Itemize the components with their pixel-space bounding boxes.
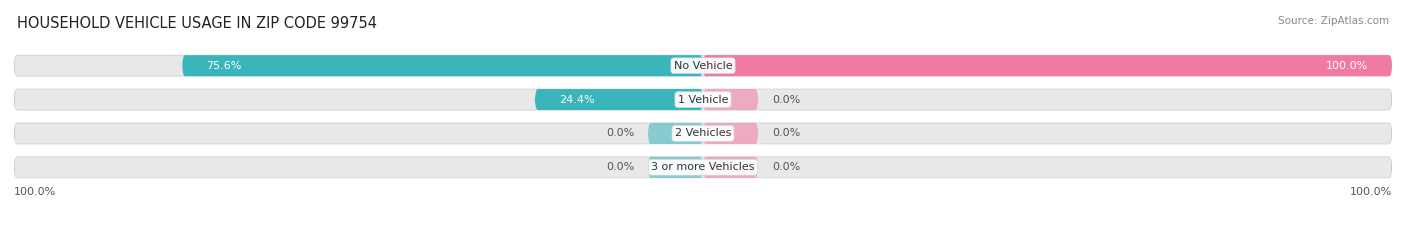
FancyBboxPatch shape [703, 55, 1392, 76]
Text: 1 Vehicle: 1 Vehicle [678, 95, 728, 105]
FancyBboxPatch shape [534, 89, 703, 110]
Text: 0.0%: 0.0% [772, 128, 800, 138]
Text: 0.0%: 0.0% [606, 128, 634, 138]
Text: HOUSEHOLD VEHICLE USAGE IN ZIP CODE 99754: HOUSEHOLD VEHICLE USAGE IN ZIP CODE 9975… [17, 16, 377, 31]
FancyBboxPatch shape [703, 157, 758, 178]
Text: 0.0%: 0.0% [772, 95, 800, 105]
FancyBboxPatch shape [648, 123, 703, 144]
Text: 100.0%: 100.0% [14, 187, 56, 197]
Text: 75.6%: 75.6% [207, 61, 242, 71]
Text: 100.0%: 100.0% [1350, 187, 1392, 197]
Text: 100.0%: 100.0% [1326, 61, 1368, 71]
FancyBboxPatch shape [14, 157, 1392, 178]
Text: 3 or more Vehicles: 3 or more Vehicles [651, 162, 755, 172]
Text: 0.0%: 0.0% [772, 162, 800, 172]
FancyBboxPatch shape [14, 89, 1392, 110]
FancyBboxPatch shape [703, 123, 758, 144]
Text: Source: ZipAtlas.com: Source: ZipAtlas.com [1278, 16, 1389, 26]
FancyBboxPatch shape [14, 123, 1392, 144]
FancyBboxPatch shape [14, 55, 1392, 76]
Text: No Vehicle: No Vehicle [673, 61, 733, 71]
FancyBboxPatch shape [703, 89, 758, 110]
Text: 24.4%: 24.4% [560, 95, 595, 105]
Text: 0.0%: 0.0% [606, 162, 634, 172]
Text: 2 Vehicles: 2 Vehicles [675, 128, 731, 138]
FancyBboxPatch shape [648, 157, 703, 178]
FancyBboxPatch shape [183, 55, 703, 76]
